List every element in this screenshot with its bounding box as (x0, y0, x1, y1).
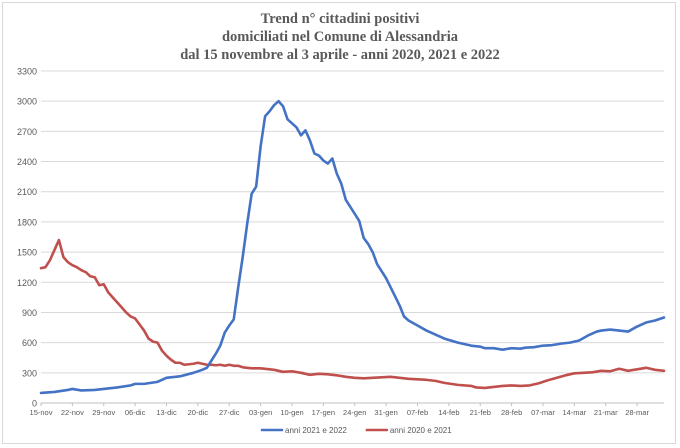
chart-title-line-3: dal 15 novembre al 3 aprile - anni 2020,… (180, 47, 500, 63)
series-lines (39, 99, 666, 395)
y-axis-ticks: 0 300 600 900 1200 1500 1800 2100 2400 2700 3000 33… (17, 67, 37, 409)
x-tick-label: 22-nov (61, 408, 84, 417)
chart-title-line-1: Trend n° cittadini positivi (260, 11, 420, 27)
x-tick-label: 13-dic (156, 408, 177, 417)
y-tick-label: 2700 (17, 127, 37, 137)
x-tick-label: 29-nov (92, 408, 115, 417)
x-tick-label: 21-mar (594, 408, 618, 417)
x-tick-label: 17-gen (312, 408, 335, 417)
x-tick-label: 14-mar (562, 408, 586, 417)
legend-label-2: anni 2020 e 2021 (390, 426, 452, 435)
y-tick-label: 3300 (17, 67, 37, 77)
y-tick-label: 1200 (17, 278, 37, 288)
x-tick-label: 07-feb (407, 408, 428, 417)
x-tick-label: 31-gen (374, 408, 397, 417)
y-tick-label: 1500 (17, 248, 37, 258)
x-tick-label: 06-dic (125, 408, 146, 417)
y-tick-label: 0 (32, 399, 37, 409)
y-tick-label: 900 (22, 308, 37, 318)
x-tick-label: 28-feb (501, 408, 522, 417)
x-tick-label: 10-gen (280, 408, 303, 417)
chart-title: Trend n° cittadini positivi domiciliati … (0, 10, 680, 64)
x-tick-label: 20-dic (188, 408, 209, 417)
x-tick-label: 15-nov (30, 408, 53, 417)
x-tick-label: 14-feb (438, 408, 459, 417)
series-line-2 (39, 238, 666, 390)
legend-label-1: anni 2021 e 2022 (285, 426, 347, 435)
x-tick-label: 21-feb (470, 408, 491, 417)
y-tick-label: 2100 (17, 187, 37, 197)
x-tick-label: 07-mar (531, 408, 555, 417)
x-tick-label: 03-gen (249, 408, 272, 417)
y-tick-label: 300 (22, 368, 37, 378)
y-tick-label: 1800 (17, 217, 37, 227)
y-tick-label: 600 (22, 338, 37, 348)
x-tick-label: 28-mar (625, 408, 649, 417)
x-axis-ticks: 15-nov 22-nov 29-nov 06-dic 13-dic 20-dic 27-d… (30, 403, 649, 417)
y-tick-label: 2400 (17, 157, 37, 167)
gridlines (41, 70, 664, 404)
chart-frame (2, 2, 676, 444)
chart-title-line-2: domiciliati nel Comune di Alessandria (221, 29, 459, 45)
legend: anni 2021 e 2022 anni 2020 e 2021 (260, 426, 452, 435)
x-tick-label: 27-dic (219, 408, 240, 417)
x-tick-label: 24-gen (343, 408, 366, 417)
series-line-1 (39, 99, 666, 395)
y-tick-label: 3000 (17, 97, 37, 107)
